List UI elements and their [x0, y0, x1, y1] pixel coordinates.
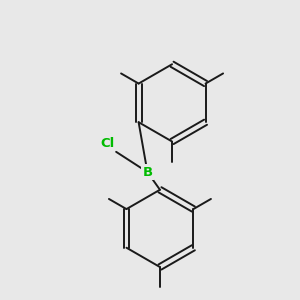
- Text: B: B: [142, 166, 152, 178]
- Text: Cl: Cl: [100, 137, 114, 150]
